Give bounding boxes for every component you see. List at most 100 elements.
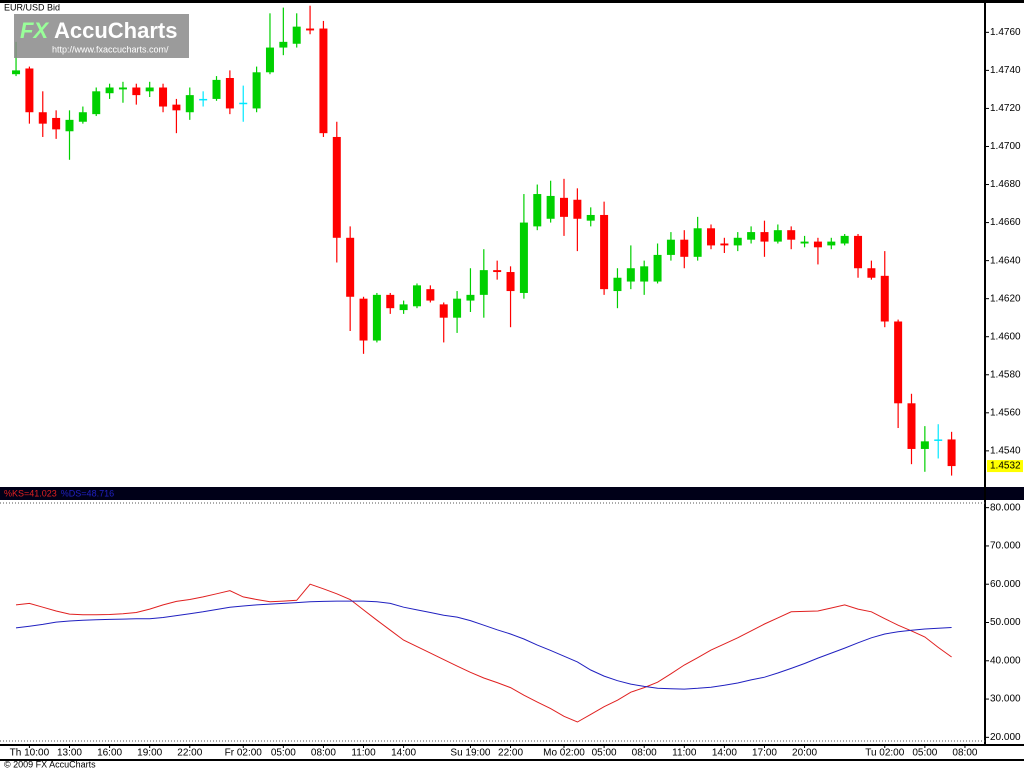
candle-body <box>827 241 836 246</box>
candle-body <box>65 119 74 132</box>
x-tick-label: 05:00 <box>592 748 617 759</box>
top-border <box>0 0 1024 3</box>
candle-body <box>506 272 515 292</box>
last-price-label: 1.4532 <box>990 461 1021 472</box>
candle-body <box>653 254 662 282</box>
x-tick-label: 08:00 <box>952 748 977 759</box>
candle-body <box>159 87 168 107</box>
candle-body <box>426 289 435 301</box>
candle-body <box>573 199 582 219</box>
y-tick-label: 1.4740 <box>990 65 1021 76</box>
candle-body <box>733 237 742 246</box>
candle-body <box>920 441 929 449</box>
candle-body <box>466 294 475 301</box>
candle-body <box>265 47 274 73</box>
legend-entry: %DS=48.716 <box>61 488 114 498</box>
y-tick-label: 30.000 <box>990 694 1021 705</box>
y-tick-label: 70.000 <box>990 541 1021 552</box>
candle-body <box>519 222 528 293</box>
candle-body <box>132 87 141 96</box>
candle-body <box>493 270 502 273</box>
candle-body <box>372 294 381 341</box>
y-tick-label: 1.4540 <box>990 445 1021 456</box>
x-tick-label: 16:00 <box>97 748 122 759</box>
y-tick-label: 40.000 <box>990 655 1021 666</box>
logo-url: http://www.fxaccucharts.com/ <box>52 44 169 54</box>
y-tick-label: 1.4640 <box>990 255 1021 266</box>
candle-body <box>145 87 154 92</box>
candle-body <box>666 239 675 255</box>
candle-body <box>894 321 903 404</box>
candle-body <box>479 270 488 295</box>
candle-body <box>52 117 61 130</box>
stochastic-line <box>15 600 952 690</box>
candle-body <box>747 232 756 240</box>
candle-body <box>185 95 194 113</box>
candle-body <box>225 77 234 109</box>
logo-brand: FX <box>20 18 49 43</box>
y-tick-label: 1.4620 <box>990 293 1021 304</box>
y-tick-label: 60.000 <box>990 579 1021 590</box>
candle-body <box>880 275 889 322</box>
logo-name: AccuCharts <box>54 18 177 43</box>
legend-entry: %KS=41.023 <box>4 488 57 498</box>
y-tick-label: 50.000 <box>990 617 1021 628</box>
x-tick-label: 13:00 <box>57 748 82 759</box>
candle-body <box>813 241 822 248</box>
candle-body <box>934 439 943 441</box>
y-tick-label: 1.4660 <box>990 217 1021 228</box>
x-tick-label: Fr 02:00 <box>225 748 263 759</box>
x-tick-label: 22:00 <box>498 748 523 759</box>
x-tick-label: 14:00 <box>391 748 416 759</box>
candle-body <box>773 230 782 242</box>
candle-body <box>439 304 448 318</box>
y-tick-label: 1.4560 <box>990 407 1021 418</box>
chart-title: EUR/USD Bid <box>4 2 60 12</box>
candle-body <box>546 195 555 219</box>
candle-body <box>947 439 956 467</box>
x-tick-label: 05:00 <box>912 748 937 759</box>
candle-body <box>25 68 34 113</box>
candle-body <box>346 237 355 297</box>
y-tick-label: 1.4700 <box>990 141 1021 152</box>
candle-body <box>319 28 328 134</box>
candle-body <box>386 294 395 309</box>
y-tick-label: 1.4720 <box>990 103 1021 114</box>
x-tick-label: Tu 02:00 <box>865 748 905 759</box>
y-tick-label: 80.000 <box>990 502 1021 513</box>
x-tick-label: Su 19:00 <box>450 748 490 759</box>
candle-body <box>12 70 21 75</box>
y-tick-label: 1.4600 <box>990 331 1021 342</box>
candle-body <box>92 91 101 115</box>
candle-body <box>105 87 114 94</box>
x-tick-label: 08:00 <box>311 748 336 759</box>
candle-body <box>760 232 769 242</box>
candle-body <box>212 79 221 99</box>
candle-body <box>172 104 181 111</box>
candle-body <box>787 230 796 240</box>
candle-body <box>720 243 729 246</box>
x-tick-label: 17:00 <box>752 748 777 759</box>
candle-body <box>78 112 87 122</box>
x-tick-label: 14:00 <box>712 748 737 759</box>
candle-body <box>399 304 408 311</box>
candle-body <box>600 214 609 290</box>
x-tick-label: 19:00 <box>137 748 162 759</box>
candle-body <box>693 228 702 257</box>
candle-body <box>252 72 261 109</box>
candle-body <box>292 26 301 44</box>
candle-body <box>854 235 863 269</box>
candle-body <box>707 228 716 246</box>
x-tick-label: 11:00 <box>351 748 376 759</box>
candle-body <box>412 285 421 307</box>
candle-body <box>239 102 248 105</box>
candle-body <box>867 268 876 278</box>
candle-body <box>359 298 368 341</box>
footer: © 2009 FX AccuCharts <box>4 759 96 768</box>
candle-body <box>586 214 595 221</box>
x-tick-label: Th 10:00 <box>10 748 50 759</box>
candle-body <box>680 239 689 257</box>
stochastic-line <box>15 583 952 723</box>
